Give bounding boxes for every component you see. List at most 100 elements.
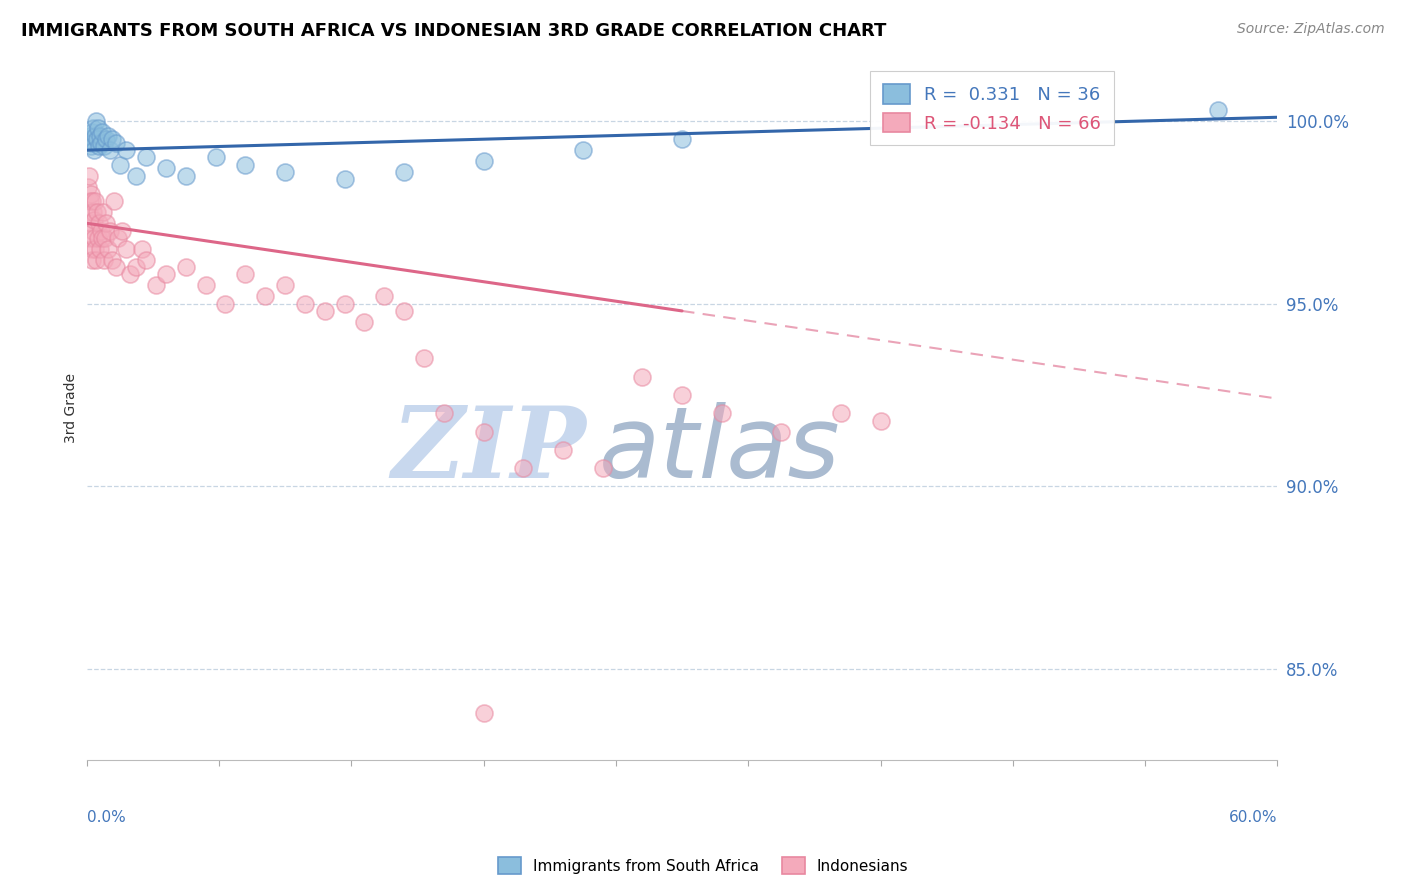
- Point: [274, 165, 297, 179]
- Point: [115, 143, 138, 157]
- Point: [89, 128, 111, 143]
- Point: [79, 231, 101, 245]
- Point: [233, 158, 256, 172]
- Point: [87, 231, 110, 245]
- Point: [101, 252, 124, 267]
- Point: [551, 442, 574, 457]
- Point: [204, 151, 226, 165]
- Point: [631, 369, 654, 384]
- Point: [98, 143, 121, 157]
- Point: [101, 132, 124, 146]
- Point: [110, 158, 132, 172]
- Point: [512, 461, 534, 475]
- Point: [103, 194, 125, 209]
- Point: [155, 268, 177, 282]
- Point: [93, 139, 115, 153]
- Point: [97, 242, 120, 256]
- Point: [770, 425, 793, 439]
- Point: [80, 242, 103, 256]
- Point: [115, 242, 138, 256]
- Point: [79, 139, 101, 153]
- Text: 0.0%: 0.0%: [87, 810, 125, 825]
- Point: [314, 304, 336, 318]
- Legend: R =  0.331   N = 36, R = -0.134   N = 66: R = 0.331 N = 36, R = -0.134 N = 66: [870, 71, 1114, 145]
- Point: [97, 128, 120, 143]
- Point: [83, 143, 105, 157]
- Point: [333, 296, 356, 310]
- Point: [79, 128, 101, 143]
- Point: [274, 278, 297, 293]
- Point: [194, 278, 217, 293]
- Legend: Immigrants from South Africa, Indonesians: Immigrants from South Africa, Indonesian…: [492, 851, 914, 880]
- Point: [710, 406, 733, 420]
- Point: [472, 425, 495, 439]
- Point: [107, 231, 129, 245]
- Point: [373, 289, 395, 303]
- Point: [145, 278, 167, 293]
- Point: [86, 252, 108, 267]
- Point: [174, 169, 197, 183]
- Point: [90, 136, 112, 150]
- Text: Source: ZipAtlas.com: Source: ZipAtlas.com: [1237, 22, 1385, 37]
- Point: [413, 351, 436, 366]
- Point: [472, 706, 495, 720]
- Point: [105, 136, 128, 150]
- Point: [131, 242, 153, 256]
- Y-axis label: 3rd Grade: 3rd Grade: [65, 373, 79, 442]
- Point: [333, 172, 356, 186]
- Point: [254, 289, 277, 303]
- Point: [472, 154, 495, 169]
- Point: [94, 231, 117, 245]
- Text: 60.0%: 60.0%: [1229, 810, 1278, 825]
- Point: [174, 260, 197, 274]
- Text: atlas: atlas: [599, 401, 841, 499]
- Point: [1206, 103, 1229, 117]
- Point: [214, 296, 236, 310]
- Point: [294, 296, 316, 310]
- Point: [89, 216, 111, 230]
- Point: [76, 179, 98, 194]
- Point: [89, 139, 111, 153]
- Point: [82, 252, 104, 267]
- Point: [84, 194, 107, 209]
- Point: [135, 151, 157, 165]
- Point: [125, 260, 148, 274]
- Point: [80, 125, 103, 139]
- Point: [83, 212, 105, 227]
- Point: [82, 194, 104, 209]
- Point: [82, 121, 104, 136]
- Point: [86, 205, 108, 219]
- Point: [79, 216, 101, 230]
- Point: [671, 388, 693, 402]
- Point: [82, 223, 104, 237]
- Point: [90, 223, 112, 237]
- Point: [96, 132, 118, 146]
- Point: [111, 223, 134, 237]
- Point: [830, 406, 852, 420]
- Point: [353, 315, 375, 329]
- Point: [671, 132, 693, 146]
- Point: [125, 169, 148, 183]
- Point: [86, 114, 108, 128]
- Point: [83, 231, 105, 245]
- Point: [79, 194, 101, 209]
- Point: [83, 242, 105, 256]
- Point: [93, 205, 115, 219]
- Point: [571, 143, 593, 157]
- Point: [77, 205, 100, 219]
- Point: [433, 406, 456, 420]
- Point: [77, 169, 100, 183]
- Text: IMMIGRANTS FROM SOUTH AFRICA VS INDONESIAN 3RD GRADE CORRELATION CHART: IMMIGRANTS FROM SOUTH AFRICA VS INDONESI…: [21, 22, 886, 40]
- Point: [91, 125, 114, 139]
- Point: [91, 231, 114, 245]
- Point: [82, 136, 104, 150]
- Point: [77, 132, 100, 146]
- Point: [233, 268, 256, 282]
- Point: [80, 186, 103, 201]
- Point: [98, 223, 121, 237]
- Point: [135, 252, 157, 267]
- Point: [592, 461, 614, 475]
- Point: [155, 161, 177, 176]
- Point: [96, 216, 118, 230]
- Point: [120, 268, 142, 282]
